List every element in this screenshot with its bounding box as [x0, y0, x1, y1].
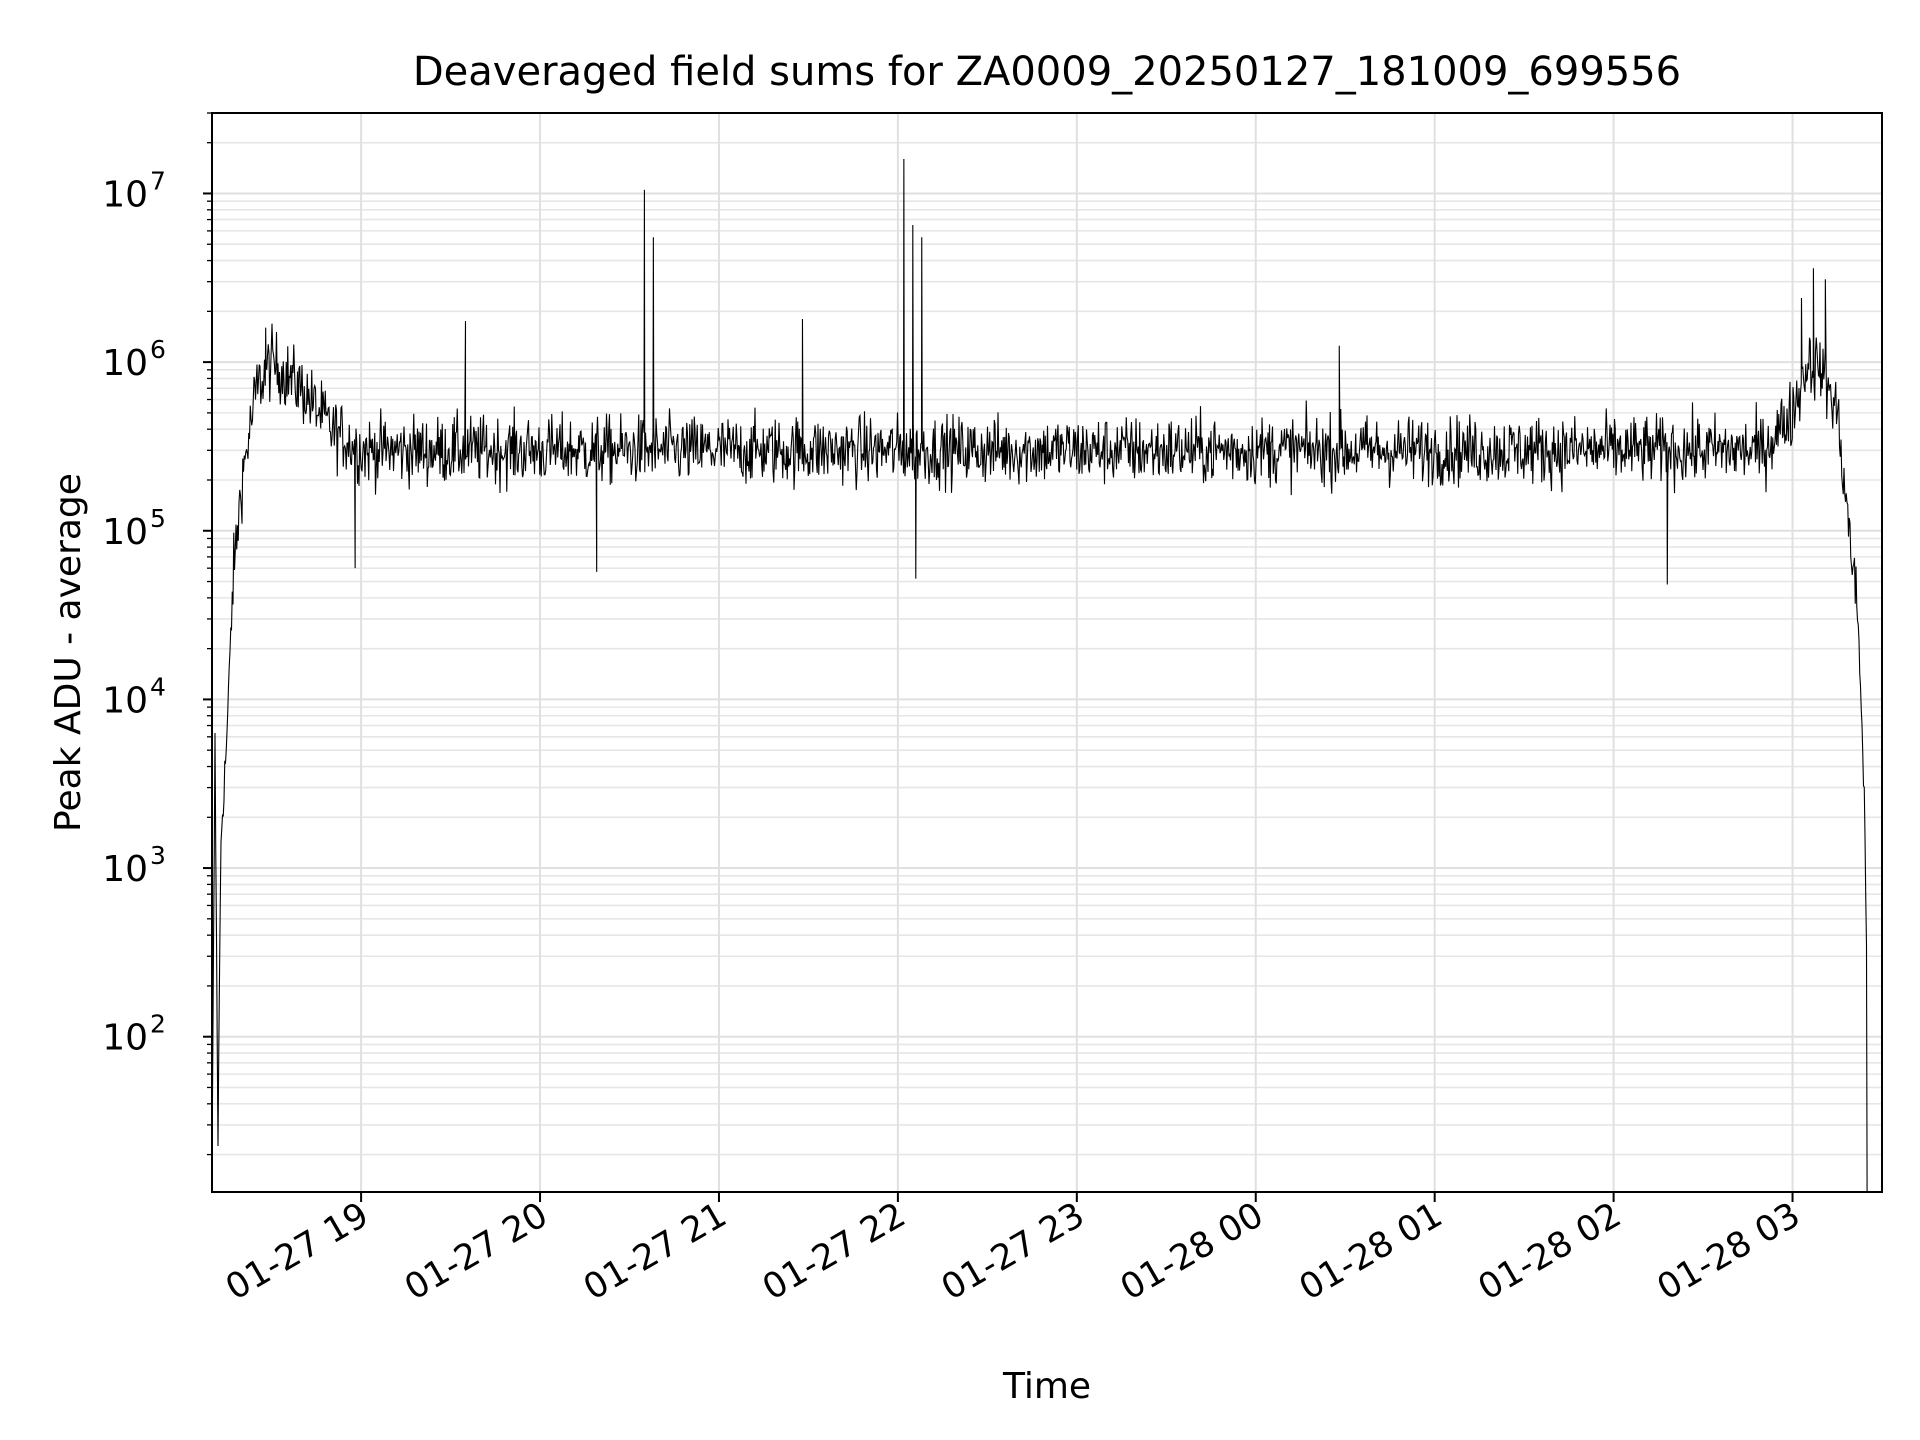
series-line — [211, 159, 1868, 1193]
y-tick-label: 10 — [102, 680, 148, 721]
y-axis-label: Peak ADU - average — [48, 473, 89, 832]
chart-title: Deaveraged field sums for ZA0009_2025012… — [413, 49, 1681, 95]
y-tick-label: 10 — [102, 512, 148, 553]
y-tick-exponent: 7 — [150, 166, 166, 195]
y-tick-exponent: 6 — [150, 335, 166, 364]
x-axis-label: Time — [1002, 1366, 1091, 1407]
plot-area — [211, 159, 1868, 1193]
y-tick-label: 10 — [102, 343, 148, 384]
grid — [212, 112, 1882, 1192]
y-tick-exponent: 4 — [150, 672, 166, 701]
y-tick-exponent: 3 — [150, 841, 166, 870]
y-tick-label: 10 — [102, 1018, 148, 1059]
y-tick-label: 10 — [102, 174, 148, 215]
y-tick-exponent: 5 — [150, 504, 166, 533]
axes-frame — [211, 112, 1883, 1193]
y-tick-label: 10 — [102, 849, 148, 890]
y-tick-exponent: 2 — [150, 1010, 166, 1039]
